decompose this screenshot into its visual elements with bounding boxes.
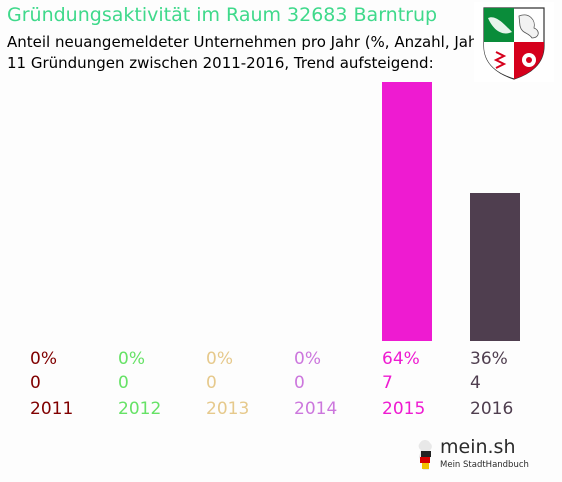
year-label-2014: 2014 <box>294 399 337 419</box>
percent-label-2014: 0% <box>294 349 321 369</box>
year-label-2016: 2016 <box>470 399 513 419</box>
count-label-2015: 7 <box>382 373 393 393</box>
year-label-2015: 2015 <box>382 399 425 419</box>
nrw-coat-of-arms-icon <box>474 2 554 82</box>
year-label-2011: 2011 <box>30 399 73 419</box>
chart-title: Gründungsaktivität im Raum 32683 Barntru… <box>7 4 438 26</box>
percent-label-2015: 64% <box>382 349 420 369</box>
logo-text[interactable]: mein.sh <box>440 436 516 458</box>
chart-summary: 11 Gründungen zwischen 2011-2016, Trend … <box>7 54 434 72</box>
percent-label-2012: 0% <box>118 349 145 369</box>
count-label-2016: 4 <box>470 373 481 393</box>
chart-subtitle: Anteil neuangemeldeter Unternehmen pro J… <box>7 33 490 51</box>
mein-sh-logo-icon <box>418 440 432 470</box>
year-label-2013: 2013 <box>206 399 249 419</box>
bar-2016 <box>470 193 520 341</box>
count-label-2014: 0 <box>294 373 305 393</box>
percent-label-2016: 36% <box>470 349 508 369</box>
percent-label-2013: 0% <box>206 349 233 369</box>
year-label-2012: 2012 <box>118 399 161 419</box>
bar-2015 <box>382 82 432 341</box>
percent-label-2011: 0% <box>30 349 57 369</box>
count-label-2012: 0 <box>118 373 129 393</box>
count-label-2013: 0 <box>206 373 217 393</box>
logo-subtext: Mein StadtHandbuch <box>440 460 529 470</box>
count-label-2011: 0 <box>30 373 41 393</box>
